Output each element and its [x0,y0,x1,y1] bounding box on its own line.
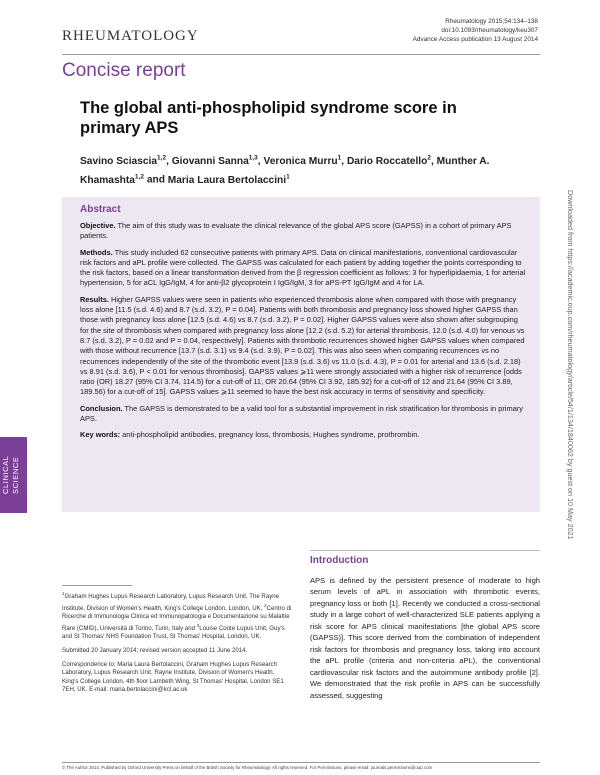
abstract-text: The aim of this study was to evaluate th… [80,221,512,241]
author-name: Savino Sciascia [80,156,158,168]
abstract-text: anti-phospholipid antibodies, pregnancy … [122,430,420,440]
author-affiliation: 1,3 [248,155,258,162]
abstract-paragraph: Results. Higher GAPSS values were seen i… [80,295,527,398]
side-tab-label: CLINICAL SCIENCE [1,455,20,495]
affiliations: 1Graham Hughes Lupus Research Laboratory… [62,590,292,642]
author-name: Munther A. Khamashta [80,156,490,186]
author: Savino Sciascia1,2 [80,155,172,168]
abstract-label: Methods. [80,247,113,257]
author: Giovanni Sanna1,3 [171,155,264,168]
author-affiliation: 1 [286,173,290,181]
abstract-paragraph: Conclusion. The GAPSS is demonstrated to… [80,404,527,425]
author-affiliation: 1,2 [157,155,167,162]
advance-access: Advance Access publication 13 August 201… [412,36,538,43]
abstract-label: Conclusion. [80,403,123,413]
author-name: Giovanni Sanna [171,156,249,168]
abstract-label: Objective. [80,221,116,230]
affiliation-mark: 1 [62,591,65,596]
intro-text: APS is defined by the persistent presenc… [310,576,540,700]
author-conjunction: and [146,174,165,186]
affiliation-text: Louise Coote Lupus Unit, Guy's and St Th… [62,624,285,641]
author-name: Maria Laura Bertolaccini [167,174,287,186]
author-name: Veronica Murru [263,156,338,168]
doi: doi:10.1093/rheumatology/keu307 [441,27,538,34]
abstract-paragraph: Objective. The aim of this study was to … [80,221,527,242]
author: Munther A. Khamashta1,2 [80,156,489,185]
abstract-paragraph: Key words: anti-phospholipid antibodies,… [80,430,527,440]
author-name: Dario Roccatello [346,156,428,168]
abstract-paragraph: Methods. This study included 62 consecut… [80,248,527,289]
abstract-heading: Abstract [80,204,121,215]
footnotes: 1Graham Hughes Lupus Research Laboratory… [62,590,292,700]
intro-rule [310,550,540,551]
download-note: Downloaded from https://academic.oup.com… [566,190,575,540]
abstract: Objective. The aim of this study was to … [80,221,527,447]
citation: Rheumatology 2015;54:134–138 [445,18,538,25]
author: Dario Roccatello2 [346,155,437,168]
correspondence: Correspondence to: Maria Laura Bertolacc… [62,660,284,694]
abstract-label: Results. [80,294,109,304]
footer: © The Author 2014. Published by Oxford U… [62,765,433,770]
author-affiliation: 1 [337,155,342,162]
abstract-text: Higher GAPSS values were seen in patient… [80,294,525,397]
affiliation-mark: 2 [264,602,267,608]
abstract-text: The GAPSS is demonstrated to be a valid … [80,403,523,424]
abstract-box [62,197,540,512]
abstract-text: This study included 62 consecutive patie… [80,247,526,288]
affiliation-mark: 3 [196,622,200,628]
author-affiliation: 2 [427,155,431,162]
section-label: Concise report [62,60,186,81]
footer-rule [62,762,540,763]
author-affiliation: 1,2 [134,173,144,181]
abstract-label: Key words: [80,430,121,440]
affiliation-text: Centro di Ricerche di Immunologia Clinic… [62,604,292,632]
journal-name: RHEUMATOLOGY [62,28,199,44]
submitted: Submitted 20 January 2014; revised versi… [62,647,248,655]
article-meta: Rheumatology 2015;54:134–138 doi:10.1093… [413,17,538,44]
footnote-rule [62,585,132,586]
side-tab [0,437,27,513]
author: Maria Laura Bertolaccini1 [167,173,290,186]
authors: Savino Sciascia1,2Giovanni Sanna1,3Veron… [80,151,520,188]
author: Veronica Murru1 [263,155,346,168]
article-title: The global anti-phospholipid syndrome sc… [80,99,457,137]
affiliation-text: Graham Hughes Lupus Research Laboratory,… [62,593,280,612]
intro-heading: Introduction [310,555,369,566]
header-rule [62,54,540,55]
